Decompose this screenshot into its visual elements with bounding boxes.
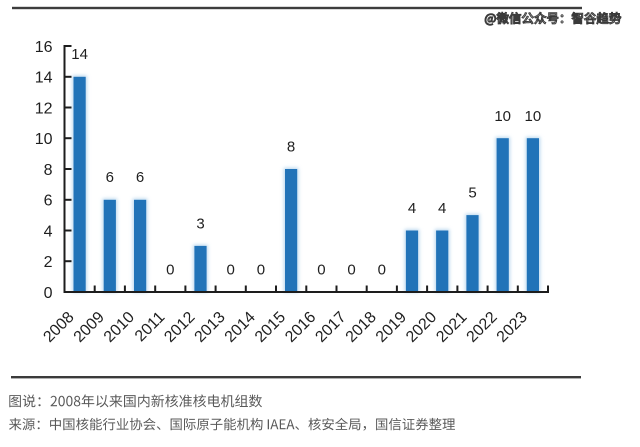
- svg-text:8: 8: [44, 162, 53, 179]
- svg-text:12: 12: [35, 100, 53, 117]
- svg-text:10: 10: [525, 108, 542, 125]
- svg-text:6: 6: [106, 169, 114, 186]
- svg-text:4: 4: [44, 223, 53, 240]
- svg-text:4: 4: [408, 200, 416, 217]
- svg-text:10: 10: [35, 131, 53, 148]
- svg-text:8: 8: [287, 139, 295, 156]
- svg-text:4: 4: [438, 200, 446, 217]
- svg-text:0: 0: [257, 262, 265, 279]
- svg-text:0: 0: [317, 262, 325, 279]
- svg-text:16: 16: [35, 39, 53, 56]
- svg-text:0: 0: [227, 262, 235, 279]
- svg-text:3: 3: [196, 215, 204, 232]
- svg-text:2: 2: [44, 254, 53, 271]
- svg-text:10: 10: [494, 108, 511, 125]
- svg-text:14: 14: [35, 70, 53, 87]
- svg-text:0: 0: [347, 262, 355, 279]
- svg-text:0: 0: [166, 262, 174, 279]
- svg-text:0: 0: [378, 262, 386, 279]
- svg-text:6: 6: [136, 169, 144, 186]
- svg-text:6: 6: [44, 193, 53, 210]
- svg-text:5: 5: [468, 185, 476, 202]
- svg-text:0: 0: [44, 285, 53, 302]
- svg-text:14: 14: [71, 46, 88, 63]
